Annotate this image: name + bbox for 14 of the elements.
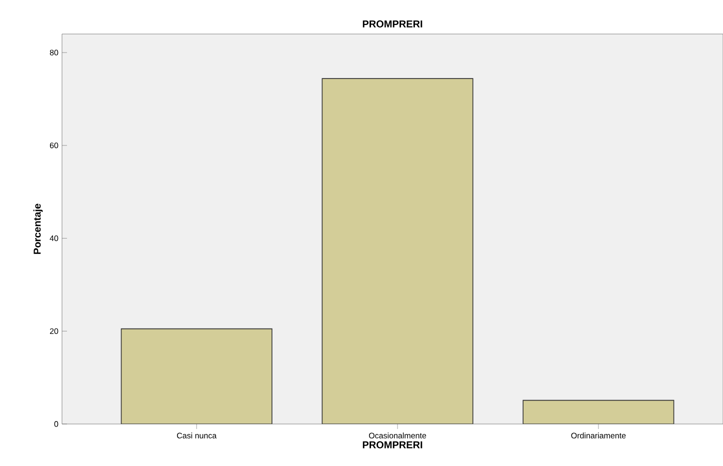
y-tick-label: 60 (50, 142, 58, 148)
x-tick-label: Casi nunca (177, 432, 217, 438)
y-tick-label: 0 (54, 421, 58, 427)
bar (121, 328, 272, 424)
bar (322, 78, 474, 424)
y-axis-title: Porcentaje (33, 204, 43, 254)
chart-title: PROMPRERI (362, 20, 422, 28)
y-tick-label: 40 (50, 235, 58, 242)
x-tick-label: Ordinariamente (571, 432, 626, 438)
x-axis-title: PROMPRERI (362, 441, 422, 448)
x-tick-label: Ocasionalmente (369, 432, 426, 438)
y-tick-label: 20 (50, 328, 58, 334)
bar (522, 400, 674, 424)
y-tick-label: 80 (50, 50, 58, 56)
